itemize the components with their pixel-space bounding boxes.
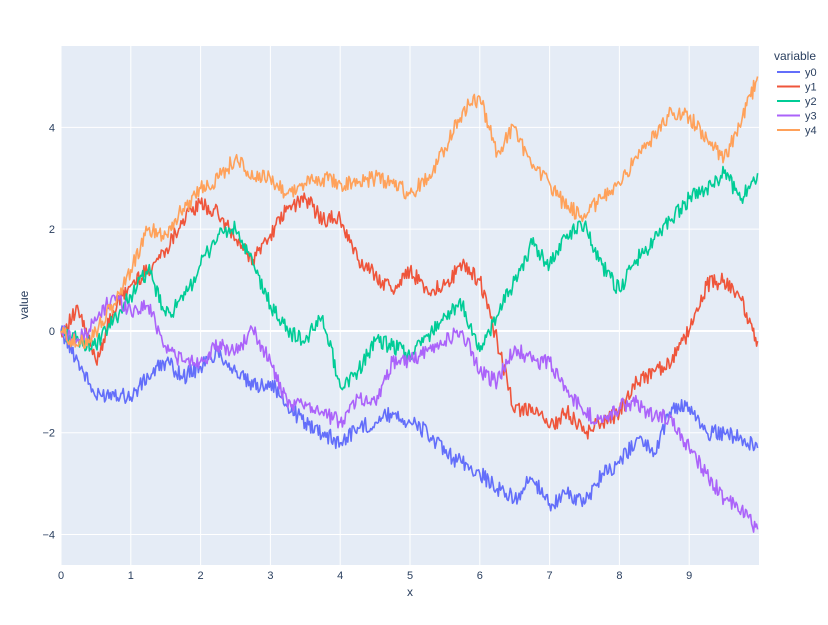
legend[interactable]: variable y0 y1 y2 y3 y4 <box>774 49 817 137</box>
legend-items: y0 y1 y2 y3 y4 <box>777 67 817 137</box>
x-tick-label: 1 <box>128 570 134 582</box>
y-axis-ticks: −4 −2 0 2 4 <box>42 122 55 541</box>
y-tick-label: 4 <box>49 122 55 134</box>
x-tick-label: 3 <box>267 570 273 582</box>
legend-label: y0 <box>805 67 817 79</box>
legend-item-y1[interactable]: y1 <box>777 82 817 94</box>
legend-title: variable <box>774 49 816 63</box>
x-tick-label: 8 <box>616 570 622 582</box>
legend-item-y2[interactable]: y2 <box>777 96 817 108</box>
legend-label: y1 <box>805 82 817 94</box>
legend-item-y0[interactable]: y0 <box>777 67 817 79</box>
series-line-y0[interactable] <box>60 325 759 512</box>
y-tick-label: 0 <box>49 326 55 338</box>
y-axis-title: value <box>17 290 31 319</box>
x-tick-label: 2 <box>198 570 204 582</box>
series-line-y3[interactable] <box>60 294 759 533</box>
x-tick-label: 5 <box>407 570 413 582</box>
y-tick-label: −4 <box>42 529 55 541</box>
series-layer <box>60 76 759 533</box>
x-axis-title: x <box>407 585 413 599</box>
grid-layer <box>60 46 759 565</box>
legend-item-y3[interactable]: y3 <box>777 111 817 123</box>
legend-label: y4 <box>805 125 817 137</box>
x-tick-label: 7 <box>547 570 553 582</box>
series-line-y1[interactable] <box>60 192 759 440</box>
legend-label: y2 <box>805 96 817 108</box>
legend-item-y4[interactable]: y4 <box>777 125 817 137</box>
x-tick-label: 9 <box>686 570 692 582</box>
x-tick-label: 0 <box>58 570 64 582</box>
x-tick-label: 6 <box>477 570 483 582</box>
series-line-y2[interactable] <box>60 165 759 391</box>
legend-label: y3 <box>805 111 817 123</box>
series-line-y4[interactable] <box>60 76 759 349</box>
x-tick-label: 4 <box>337 570 343 582</box>
x-axis-ticks: 0 1 2 3 4 5 6 7 8 9 <box>58 570 692 582</box>
y-tick-label: −2 <box>42 428 55 440</box>
y-tick-label: 2 <box>49 224 55 236</box>
